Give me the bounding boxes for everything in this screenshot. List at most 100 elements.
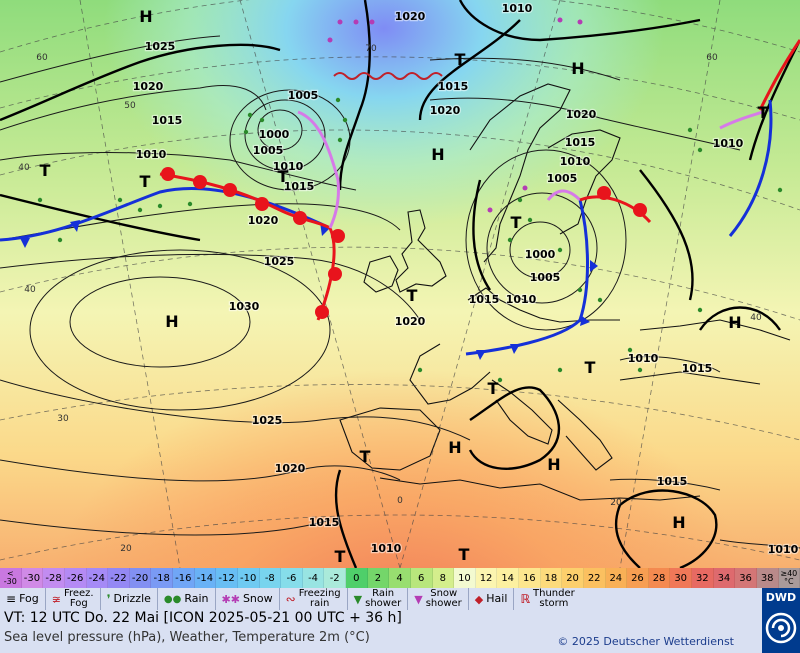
low-center-label: T [360,447,371,466]
isobar-label: 1010 [502,2,533,15]
legend-thunderstorm: ℝ Thunder storm [514,588,580,610]
grid-label: 40 [24,285,36,295]
isobar-label: 1010 [136,148,167,161]
isobar-label: 1015 [284,180,315,193]
isobar-label: 1020 [395,315,426,328]
isobar-label: 1025 [264,255,295,268]
warm-front [159,172,331,230]
low-center-label: T [511,213,522,232]
isobar-label: 1015 [309,516,340,529]
low-center-label: T [758,103,769,122]
grid-label: 20 [610,498,622,508]
scale-cell: 14 [497,568,519,588]
legend-drizzle-label: Drizzle [113,592,151,605]
snow-shower-icon: ▼ [414,592,423,606]
low-center-label: T [140,172,151,191]
high-pressure-centers: H H H H H H H H [139,7,741,532]
scale-cell: -18 [151,568,173,588]
thunderstorm-icon: ℝ [520,592,531,606]
isobar-label: 1010 [273,160,304,173]
scale-cell: 34 [713,568,736,588]
scale-cell: 0 [346,568,368,588]
legend-thunderstorm-label: Thunder storm [533,588,575,609]
legend-rain: ●● Rain [158,588,216,610]
legend-freezing-rain-label: Freezing rain [298,588,341,609]
drizzle-icon: ❜ [106,592,111,606]
scale-cell: -14 [194,568,217,588]
isobar-label: 1025 [145,40,176,53]
isobar-label: 1000 [259,128,290,141]
isobar-label: 1010 [628,352,659,365]
legend-snow: ✱✱ Snow [216,588,280,610]
isobar-label: 1010 [768,543,799,556]
warm-front-south-bumps [315,229,345,319]
scale-cell: -2 [324,568,346,588]
scale-cell: 16 [519,568,541,588]
scale-cell: 2 [367,568,390,588]
chart-description: Sea level pressure (hPa), Weather, Tempe… [4,630,370,645]
scale-cell: -22 [108,568,130,588]
scale-cell: 24 [605,568,628,588]
grid-label: 0 [397,496,403,506]
dwd-logo-text: DWD [765,591,797,604]
grid-label: 60 [36,53,48,63]
info-bar: VT: 12 UTC Do. 22 Mai [ICON 2025-05-21 0… [0,610,762,653]
legend-snow-label: Snow [242,592,273,605]
isobar-label: 1020 [395,10,426,23]
scale-cell: -12 [216,568,238,588]
scale-cell: 18 [540,568,563,588]
temperature-scale: < -30 -30 -28 -26 -24 -22 -20 -18 -16 -14 -12 -10 -8… [0,568,800,588]
grid-label: 40 [750,313,762,323]
isobars-bold [0,0,800,568]
scale-cell: -16 [173,568,195,588]
map-canvas: 1020 1010 1025 1020 1015 1010 1005 1000 1005 1010… [0,0,800,568]
warm-front-central-bumps [597,186,647,217]
grid-label: 70 [365,44,377,54]
low-center-label: T [40,161,51,180]
grid-label: 60 [706,53,718,63]
scale-cell: 6 [410,568,433,588]
scale-cell: 4 [389,568,411,588]
occlusion [297,110,340,229]
low-center-label: T [455,50,466,69]
warm-front-east [758,39,800,111]
high-center-label: H [728,313,741,332]
dwd-logo: DWD [762,588,800,653]
snow-icon: ✱✱ [221,592,240,606]
scale-cell: -6 [281,568,303,588]
occlusion-central [546,189,582,202]
low-center-label: T [459,545,470,564]
weather-symbols [37,97,783,383]
legend-hail: ◆ Hail [469,588,515,610]
isobar-label: 1020 [430,104,461,117]
legend-rain-shower-label: Rain shower [365,588,402,609]
isobar-label: 1015 [682,362,713,375]
scale-cell: 10 [454,568,476,588]
scale-cell: 36 [735,568,757,588]
scale-cell: 30 [670,568,692,588]
high-center-label: H [448,438,461,457]
scale-cell: 12 [475,568,498,588]
high-center-label: H [165,312,178,331]
isobar-label: 1015 [469,293,500,306]
legend-fog-label: Fog [19,592,39,605]
cold-front-central [465,199,589,356]
high-center-label: H [139,7,152,26]
scale-cell: -8 [259,568,282,588]
isobars [0,35,800,549]
isobar-label: 1005 [547,172,578,185]
hail-icon: ◆ [474,592,484,606]
high-center-label: H [431,145,444,164]
pressure-labels: 1020 1010 1025 1020 1015 1010 1005 1000 1005 1010… [131,1,799,558]
cold-front-central-teeth [476,260,598,360]
weather-legend: ≡ Fog ≆ Freez. Fog ❜ Drizzle ●● Rain ✱✱ … [0,588,762,610]
warm-front-bumps [161,167,307,225]
isobar-label: 1010 [371,542,402,555]
scale-cell: 8 [432,568,455,588]
legend-freezing-fog: ≆ Freez. Fog [46,588,101,610]
freezing-fog-icon: ≆ [51,592,61,606]
scale-cell: 38 [756,568,779,588]
scale-cell: 22 [583,568,606,588]
isobar-label: 1025 [252,414,283,427]
